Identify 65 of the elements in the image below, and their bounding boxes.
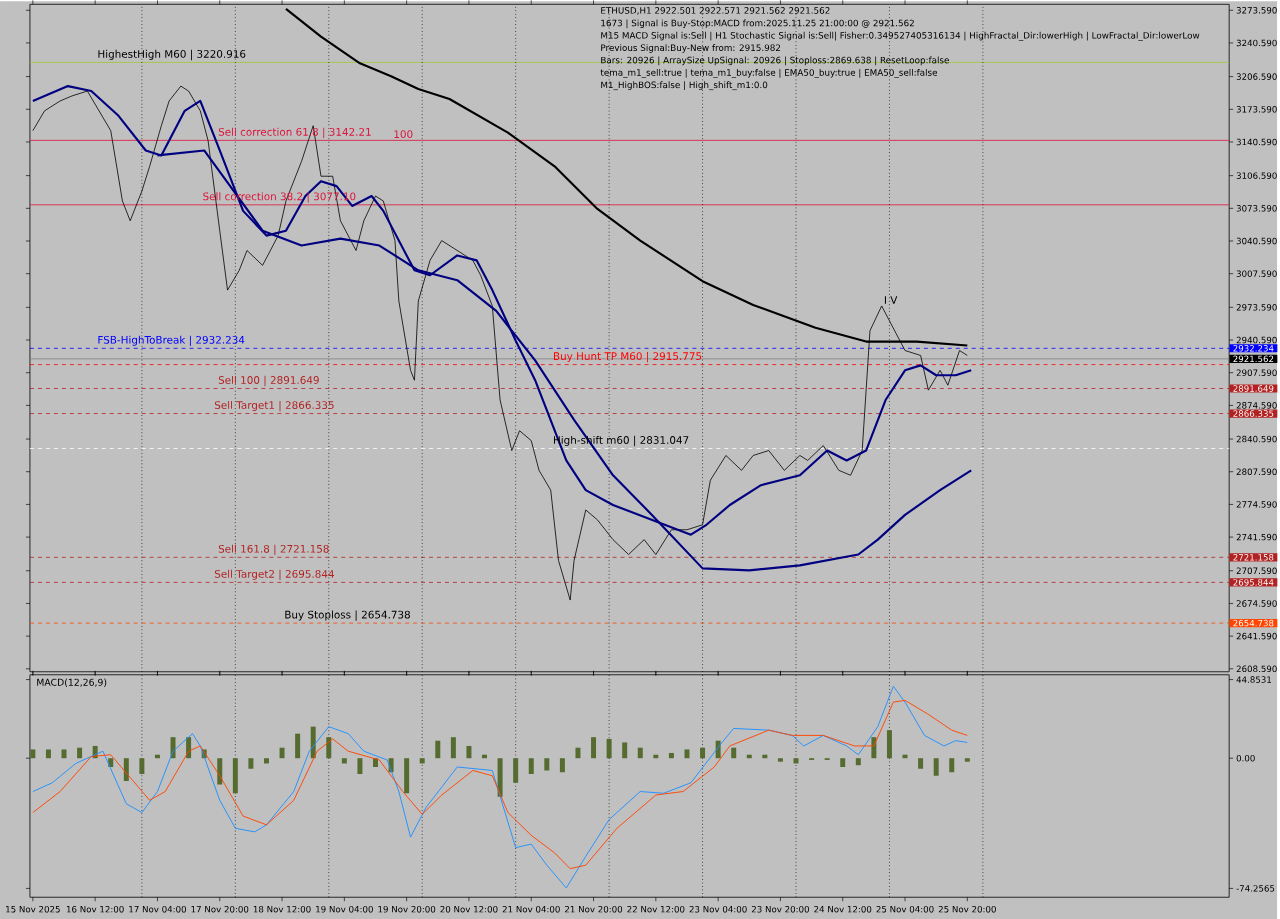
x-tick-label: 18 Nov 12:00 [253, 905, 311, 913]
ref-line-label: 2654.738 [1233, 619, 1274, 627]
ref-line-label: 2721.158 [1233, 553, 1274, 561]
x-tick-label: 19 Nov 20:00 [378, 905, 436, 913]
y-tick-label: 2674.590 [1236, 600, 1277, 607]
annotation: Bars: 20926 | ArraySize UpSignal: 20926 | Stoploss:2869.638 | ResetLoop:false [601, 56, 949, 66]
annotation: HighestHigh M60 | 3220.916 [98, 49, 246, 61]
x-tick-label: 17 Nov 04:00 [129, 905, 187, 913]
ref-line-label: 2866.335 [1233, 410, 1274, 417]
x-tick-label: 16 Nov 12:00 [66, 905, 124, 913]
y-tick-label: 2840.590 [1236, 435, 1277, 443]
x-tick-label: 25 Nov 20:00 [938, 905, 996, 913]
y-tick-label: 3007.590 [1236, 270, 1277, 277]
x-tick-label: 21 Nov 20:00 [565, 905, 623, 913]
y-tick-label: 2707.590 [1236, 567, 1277, 574]
y-tick-label: 2608.590 [1236, 665, 1277, 672]
y-tick-label: 3206.590 [1236, 73, 1277, 80]
x-tick-label: 24 Nov 12:00 [814, 905, 872, 913]
y-tick-label: 2973.590 [1236, 303, 1277, 311]
y-tick-label: 2907.590 [1236, 369, 1277, 376]
y-tick-label: 2641.590 [1236, 632, 1277, 640]
annotation: ETHUSD,H1 2922.501 2922.571 2921.562 2921.562 [601, 7, 830, 15]
y-tick-label: 2874.590 [1236, 402, 1277, 409]
y-tick-label: 3040.590 [1236, 237, 1277, 245]
x-tick-label: 23 Nov 20:00 [751, 905, 809, 913]
annotation: FSB-HighToBreak | 2932.234 [98, 335, 245, 346]
y-tick-label: 0.00 [1236, 754, 1255, 762]
ref-line-label: 2891.649 [1233, 385, 1274, 392]
annotation: 100 [394, 130, 413, 139]
annotation: I V [884, 296, 898, 304]
annotation: Buy Hunt TP M60 | 2915.775 [553, 351, 702, 363]
ref-line-label: 2921.562 [1233, 355, 1274, 363]
annotation: Buy Stoploss | 2654.738 [285, 610, 410, 621]
annotation: Sell Target2 | 2695.844 [214, 569, 334, 581]
chart-title: MACD(12,26,9) [37, 678, 107, 687]
y-tick-label: 3073.590 [1236, 204, 1277, 212]
y-tick-label: 44.8531 [1236, 676, 1272, 683]
annotation: Sell 100 | 2891.649 [218, 375, 319, 387]
annotation: tema_m1_sell:true | tema_m1_buy:false | EMA50_buy:true | EMA50_sell:false [600, 68, 938, 78]
y-tick-label: 2741.590 [1236, 533, 1277, 541]
y-tick-label: 3140.590 [1236, 138, 1277, 146]
y-tick-label: 3173.590 [1236, 105, 1277, 113]
y-tick-label: -74.2565 [1236, 885, 1275, 892]
ref-line-label: 2695.844 [1233, 579, 1274, 586]
annotation: M1_HighBOS:false | High_shift_m1:0.0 [601, 81, 768, 91]
x-tick-label: 25 Nov 04:00 [876, 905, 934, 913]
y-tick-label: 2940.590 [1236, 336, 1277, 344]
y-tick-label: 2807.590 [1236, 468, 1277, 475]
x-tick-label: 22 Nov 12:00 [627, 905, 685, 913]
annotation: 1673 | Signal is Buy-Stop:MACD from:2025.11.25 21:00:00 @ 2921.562 [601, 19, 914, 29]
x-tick-label: 17 Nov 20:00 [191, 905, 249, 913]
annotation: Sell 161.8 | 2721.158 [218, 544, 329, 555]
y-tick-label: 3106.590 [1236, 172, 1277, 179]
annotation: Sell Target1 | 2866.335 [214, 400, 334, 412]
y-tick-label: 3273.590 [1236, 6, 1277, 14]
x-tick-label: 20 Nov 12:00 [440, 905, 498, 913]
ref-line-label: 2932.234 [1233, 344, 1274, 352]
y-tick-label: 3240.590 [1236, 39, 1277, 47]
annotation: M15 MACD Signal is:Sell | H1 Stochastic Signal is:Sell| Fisher:0.349527405316134 | HighFractal_Dir:lowerHigh | LowFractal_Dir:lowerLow [601, 31, 1200, 41]
annotation: Previous Signal:Buy-New from: 2915.982 [601, 44, 781, 53]
x-tick-label: 19 Nov 04:00 [316, 905, 373, 913]
y-tick-label: 2774.590 [1236, 501, 1277, 508]
x-tick-label: 15 Nov 2025 [6, 905, 60, 913]
x-tick-label: 21 Nov 04:00 [502, 905, 560, 913]
x-tick-label: 23 Nov 04:00 [689, 905, 747, 913]
